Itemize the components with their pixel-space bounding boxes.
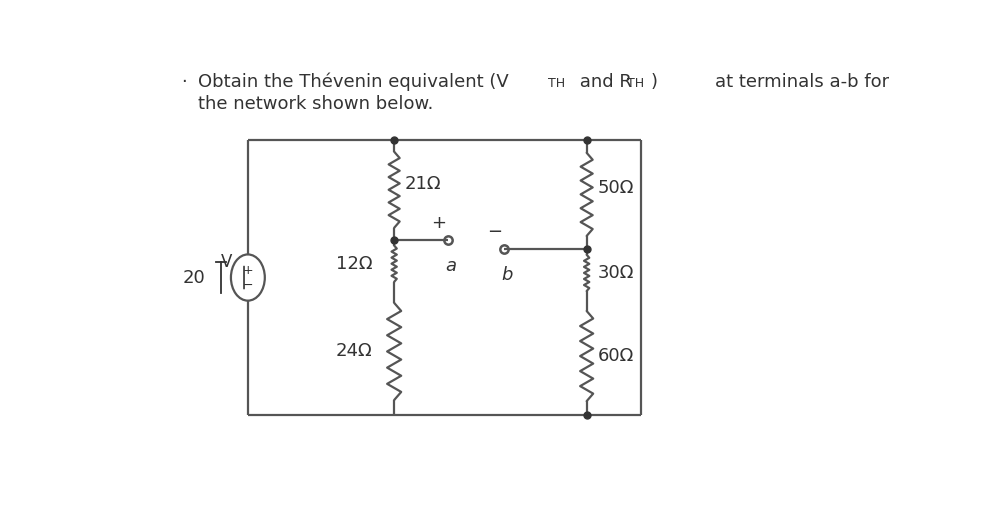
Text: V: V — [221, 253, 232, 271]
Text: 20: 20 — [182, 269, 206, 287]
Text: the network shown below.: the network shown below. — [198, 95, 433, 113]
Text: +: + — [243, 264, 253, 277]
Text: 12Ω: 12Ω — [336, 254, 372, 272]
Text: b: b — [502, 266, 513, 284]
Text: −: − — [488, 223, 503, 241]
Text: TH: TH — [627, 77, 644, 90]
Text: at terminals a-b for: at terminals a-b for — [716, 72, 889, 90]
Text: and R: and R — [574, 72, 631, 90]
Text: TH: TH — [548, 77, 565, 90]
Text: a: a — [446, 257, 457, 275]
Text: ): ) — [650, 72, 657, 90]
Text: +: + — [431, 214, 447, 232]
Text: 60Ω: 60Ω — [598, 347, 634, 365]
Text: 21Ω: 21Ω — [405, 175, 442, 193]
Text: −: − — [243, 279, 253, 291]
Text: 24Ω: 24Ω — [336, 342, 372, 360]
Text: ·: · — [181, 72, 186, 90]
Text: 50Ω: 50Ω — [598, 179, 634, 197]
Text: Obtain the Thévenin equivalent (V: Obtain the Thévenin equivalent (V — [198, 72, 509, 91]
Text: 30Ω: 30Ω — [598, 264, 634, 282]
